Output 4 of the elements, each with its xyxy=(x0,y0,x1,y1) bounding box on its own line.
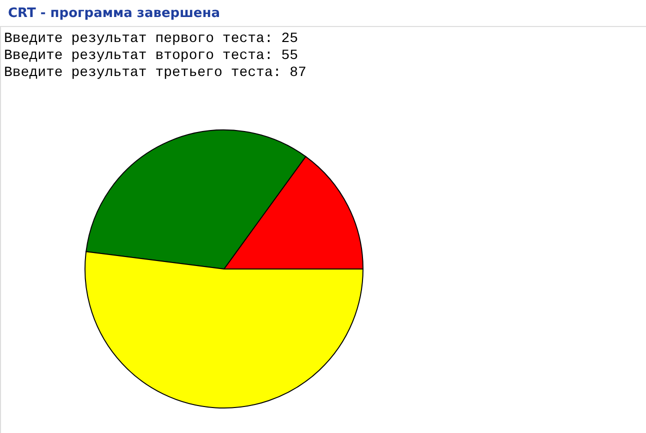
text: Введите результат первого теста: 25 xyxy=(4,31,298,47)
text: Введите результат третьего теста: 87 xyxy=(4,65,306,81)
chart-title: CRT - программа завершена xyxy=(8,6,220,21)
text: Введите результат второго теста: 55 xyxy=(4,48,298,64)
